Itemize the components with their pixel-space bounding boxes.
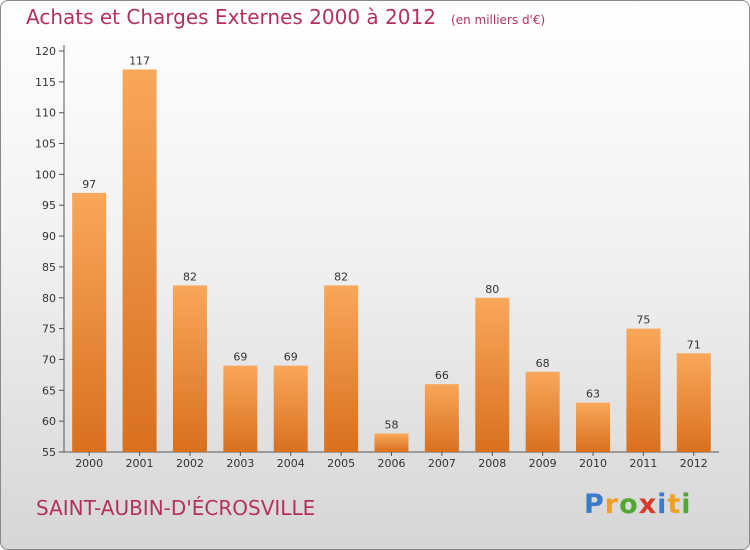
x-tick-label-2000: 2000 — [75, 457, 103, 470]
bar-2010 — [576, 402, 611, 452]
y-tick-label: 70 — [42, 353, 56, 366]
bar-2009 — [525, 371, 560, 452]
data-label-2002: 82 — [183, 270, 197, 283]
y-tick-label: 55 — [42, 446, 56, 459]
commune-name: SAINT-AUBIN-D'ÉCROSVILLE — [36, 496, 316, 520]
y-tick-label: 80 — [42, 292, 56, 305]
chart-title-unit: (en milliers d'€) — [451, 13, 546, 27]
bar-2003 — [223, 365, 258, 452]
bar-2004 — [273, 365, 308, 452]
x-tick-label-2004: 2004 — [277, 457, 305, 470]
y-tick-label: 60 — [42, 415, 56, 428]
data-label-2009: 68 — [536, 357, 550, 370]
x-tick-label-2006: 2006 — [378, 457, 406, 470]
data-label-2001: 117 — [129, 55, 150, 68]
x-tick-label-2007: 2007 — [428, 457, 456, 470]
y-tick-label: 90 — [42, 230, 56, 243]
bar-2012 — [676, 353, 711, 452]
y-tick-label: 95 — [42, 199, 56, 212]
bar-2005 — [324, 285, 359, 452]
x-tick-label-2011: 2011 — [629, 457, 657, 470]
data-label-2000: 97 — [82, 178, 96, 191]
data-label-2007: 66 — [435, 369, 449, 382]
y-tick-label: 100 — [35, 168, 56, 181]
x-tick-label-2003: 2003 — [226, 457, 254, 470]
x-tick-label-2012: 2012 — [680, 457, 708, 470]
x-tick-label-2002: 2002 — [176, 457, 204, 470]
bar-2007 — [424, 384, 459, 452]
proxiti-logo: Proxiti — [584, 489, 692, 520]
x-tick-label-2008: 2008 — [478, 457, 506, 470]
bar-2002 — [172, 285, 207, 452]
bar-2011 — [626, 328, 661, 452]
y-tick-label: 65 — [42, 384, 56, 397]
y-tick-label: 85 — [42, 261, 56, 274]
x-tick-label-2001: 2001 — [126, 457, 154, 470]
bar-2006 — [374, 433, 409, 452]
y-tick-label: 110 — [35, 107, 56, 120]
bar-2001 — [122, 69, 157, 452]
y-tick-label: 105 — [35, 138, 56, 151]
x-tick-label-2005: 2005 — [327, 457, 355, 470]
x-tick-label-2010: 2010 — [579, 457, 607, 470]
y-tick-label: 115 — [35, 76, 56, 89]
data-label-2012: 71 — [687, 338, 701, 351]
data-label-2003: 69 — [233, 351, 247, 364]
chart-title-main: Achats et Charges Externes 2000 à 2012 — [26, 5, 436, 29]
y-tick-label: 120 — [35, 45, 56, 58]
data-label-2005: 82 — [334, 270, 348, 283]
y-tick-label: 75 — [42, 323, 56, 336]
data-label-2006: 58 — [385, 418, 399, 431]
data-label-2004: 69 — [284, 351, 298, 364]
data-label-2010: 63 — [586, 388, 600, 401]
chart-title: Achats et Charges Externes 2000 à 2012 (… — [26, 5, 545, 29]
bar-2008 — [475, 297, 510, 452]
bar-2000 — [72, 192, 107, 452]
x-tick-label-2009: 2009 — [529, 457, 557, 470]
data-label-2011: 75 — [636, 314, 650, 327]
data-label-2008: 80 — [485, 283, 499, 296]
